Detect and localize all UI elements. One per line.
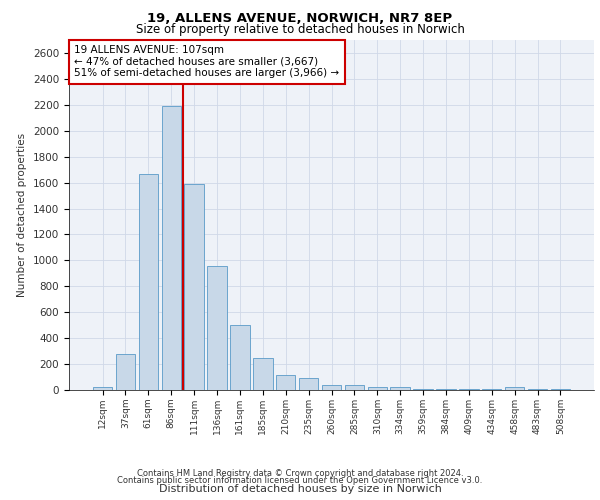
Bar <box>116 354 135 390</box>
Text: 19 ALLENS AVENUE: 107sqm
← 47% of detached houses are smaller (3,667)
51% of sem: 19 ALLENS AVENUE: 107sqm ← 47% of detach… <box>74 46 340 78</box>
Text: Size of property relative to detached houses in Norwich: Size of property relative to detached ho… <box>136 22 464 36</box>
Bar <box>184 184 204 390</box>
Bar <box>208 266 227 390</box>
Bar <box>436 388 455 390</box>
Bar <box>368 388 387 390</box>
Bar <box>276 375 295 390</box>
Bar <box>139 174 158 390</box>
Bar <box>344 386 364 390</box>
Bar <box>391 388 410 390</box>
Bar <box>161 106 181 390</box>
Text: Contains HM Land Registry data © Crown copyright and database right 2024.: Contains HM Land Registry data © Crown c… <box>137 468 463 477</box>
Bar <box>413 388 433 390</box>
Bar <box>322 386 341 390</box>
Bar <box>253 358 272 390</box>
Bar <box>230 325 250 390</box>
Bar <box>505 388 524 390</box>
Text: Contains public sector information licensed under the Open Government Licence v3: Contains public sector information licen… <box>118 476 482 485</box>
Text: Distribution of detached houses by size in Norwich: Distribution of detached houses by size … <box>158 484 442 494</box>
Bar <box>93 388 112 390</box>
Bar <box>299 378 319 390</box>
Y-axis label: Number of detached properties: Number of detached properties <box>17 133 28 297</box>
Text: 19, ALLENS AVENUE, NORWICH, NR7 8EP: 19, ALLENS AVENUE, NORWICH, NR7 8EP <box>148 12 452 26</box>
